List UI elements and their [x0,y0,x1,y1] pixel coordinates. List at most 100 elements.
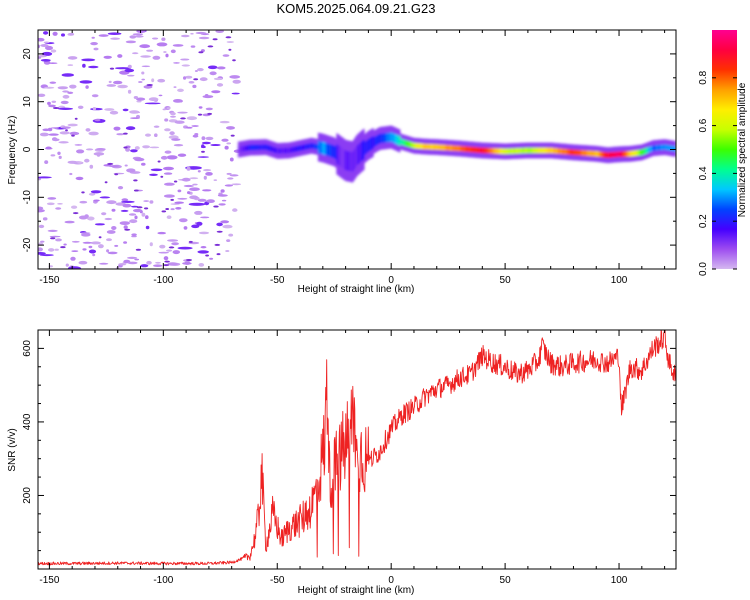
ridge-core [391,132,394,143]
noise-speckle [138,81,143,83]
ridge-core [652,145,654,151]
noise-speckle [45,45,53,51]
noise-speckle [225,250,230,252]
noise-speckle [42,128,50,132]
x-tick-label: 50 [500,275,512,286]
figure-title: KOM5.2025.064.09.21.G23 [276,1,435,16]
noise-speckle [131,233,137,237]
ridge-core [423,143,426,150]
noise-speckle [67,91,74,95]
ridge-core [558,148,561,154]
ridge-core [563,148,565,155]
noise-speckle [197,156,209,158]
noise-speckle [158,251,169,254]
noise-speckle [76,149,85,154]
noise-speckle [142,145,151,149]
ridge-core [238,146,241,153]
ridge-core [508,148,511,154]
ridge-core [404,140,406,146]
y-tick-label: 600 [22,340,33,357]
ridge-core [601,151,604,158]
ridge-core [258,144,260,151]
ridge-core [592,150,595,157]
noise-speckle [155,261,161,264]
snr-series-line [38,330,676,566]
noise-speckle [157,78,166,83]
noise-speckle [115,67,131,70]
noise-speckle [168,135,179,140]
noise-speckle [81,191,85,194]
spectrogram-x-label: Height of straight line (km) [298,284,415,295]
noise-speckle [166,155,178,160]
noise-speckle [48,133,59,136]
ridge-core [322,141,324,155]
noise-speckle [213,205,219,208]
noise-speckle [47,197,57,200]
noise-speckle [107,165,119,168]
ridge-core [547,147,550,154]
ridge-core [566,149,568,155]
noise-speckle [149,146,160,149]
noise-speckle [149,242,153,247]
noise-speckle [177,111,188,114]
ridge-core [478,147,481,153]
noise-speckle [40,44,49,47]
noise-speckle [90,107,103,111]
noise-speckle [82,63,86,68]
noise-speckle [207,112,213,115]
ridge-core [354,147,357,168]
noise-speckle [171,242,179,246]
ridge-core [351,152,354,172]
noise-speckle [207,65,218,70]
noise-speckle [45,146,52,150]
noise-speckle [183,184,194,188]
noise-speckle [98,236,102,239]
ridge-core [649,146,651,153]
noise-speckle [171,138,181,141]
noise-speckle [191,224,200,229]
ridge-core [476,147,479,153]
noise-speckle [181,34,190,38]
noise-speckle [123,132,128,135]
noise-speckle [146,260,152,265]
noise-speckle [174,201,184,204]
noise-speckle [196,221,203,226]
ridge-core [539,147,541,154]
noise-speckle [209,257,214,260]
ridge-core [607,152,609,158]
noise-speckle [214,243,221,246]
noise-speckle [90,190,102,194]
noise-speckle [82,241,93,244]
ridge-core [479,147,482,153]
ridge-core [516,148,519,154]
noise-speckle [153,264,163,268]
ridge-core [413,142,415,149]
ridge-core [554,148,557,154]
ridge-core [237,146,240,153]
ridge-core [501,148,503,154]
ridge-core [262,144,265,150]
ridge-core [646,147,648,154]
noise-speckle [198,51,204,54]
noise-speckle [62,94,70,99]
ridge-core [529,147,531,154]
ridge-core [462,146,465,152]
noise-speckle [159,244,166,249]
ridge-core [285,147,287,154]
noise-speckle [228,233,234,237]
noise-speckle [57,151,61,155]
ridge-core [306,143,309,150]
noise-speckle [201,150,205,153]
noise-speckle [60,100,69,105]
ridge-core [382,133,385,143]
noise-speckle [160,155,168,160]
noise-speckle [198,106,203,109]
ridge-core [568,149,570,155]
x-tick-label: -150 [39,275,59,286]
noise-speckle [167,262,178,266]
ridge-core [572,149,574,156]
ridge-core [396,135,399,145]
noise-speckle [63,243,67,246]
